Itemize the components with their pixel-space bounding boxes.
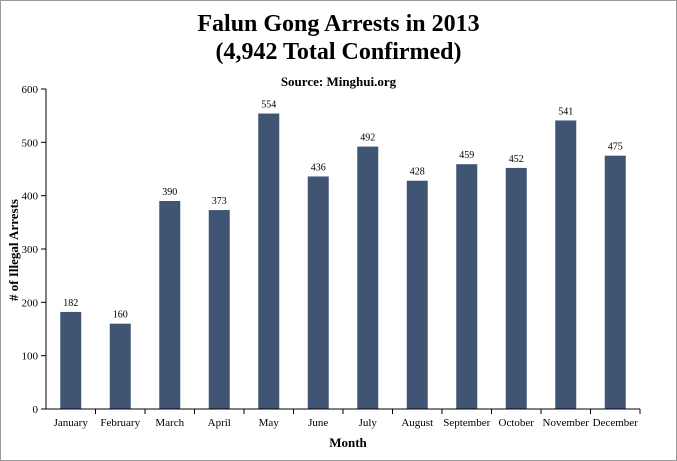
chart-title-line-2: (4,942 Total Confirmed) — [215, 39, 462, 65]
y-tick-label: 0 — [33, 404, 39, 416]
bar-june — [307, 176, 329, 409]
x-tick-label-june: June — [308, 417, 328, 429]
data-label-september: 459 — [459, 150, 474, 161]
data-label-january: 182 — [63, 298, 78, 309]
x-tick-label-december: December — [593, 417, 639, 429]
y-tick-label: 300 — [22, 244, 39, 256]
data-labels: 182 160 390 373 554 436 492 428 459 452 541 475 — [63, 100, 623, 321]
x-tick-label-october: October — [499, 417, 535, 429]
x-tick-label-september: September — [443, 417, 490, 429]
data-label-december: 475 — [608, 142, 623, 153]
y-tick-label: 100 — [22, 351, 39, 363]
y-tick-label: 600 — [22, 84, 39, 96]
data-label-april: 373 — [212, 196, 227, 207]
data-label-july: 492 — [360, 133, 375, 144]
y-tick-label: 400 — [22, 191, 39, 203]
bar-february — [109, 323, 131, 409]
bar-august — [406, 180, 428, 409]
x-tick-label-july: July — [359, 417, 378, 429]
data-label-october: 452 — [509, 154, 524, 165]
x-tick-label-march: March — [155, 417, 184, 429]
data-label-august: 428 — [410, 167, 425, 178]
chart-subtitle: Source: Minghui.org — [280, 74, 397, 89]
y-axis-label: # of Illegal Arrests — [6, 199, 21, 301]
x-tick-label-february: February — [100, 417, 140, 429]
x-tick-label-november: November — [543, 417, 590, 429]
x-tick-label-april: April — [208, 417, 231, 429]
bar-march — [159, 201, 181, 409]
x-tick-label-may: May — [259, 417, 280, 429]
bars — [60, 113, 626, 410]
data-label-june: 436 — [311, 162, 326, 173]
data-label-may: 554 — [261, 100, 276, 111]
y-tick-label: 200 — [22, 297, 39, 309]
chart-title: Falun Gong Arrests in 2013 — [197, 11, 480, 37]
bar-april — [208, 210, 230, 409]
data-label-february: 160 — [113, 310, 128, 321]
bar-may — [258, 113, 280, 410]
y-axis-ticks: 0 100 200 300 400 500 600 — [22, 84, 46, 416]
bar-november — [555, 120, 577, 409]
bar-october — [505, 167, 527, 409]
x-tick-label-january: January — [54, 417, 89, 429]
x-tick-label-august: August — [401, 417, 433, 429]
bar-january — [60, 311, 82, 409]
data-label-november: 541 — [558, 106, 573, 117]
bar-december — [604, 155, 626, 409]
x-axis-ticks: January February March April May June July Augu… — [54, 409, 641, 429]
x-axis-label: Month — [329, 435, 367, 450]
bar-september — [456, 164, 478, 409]
data-label-march: 390 — [162, 187, 177, 198]
y-tick-label: 500 — [22, 137, 39, 149]
bar-july — [357, 146, 379, 409]
